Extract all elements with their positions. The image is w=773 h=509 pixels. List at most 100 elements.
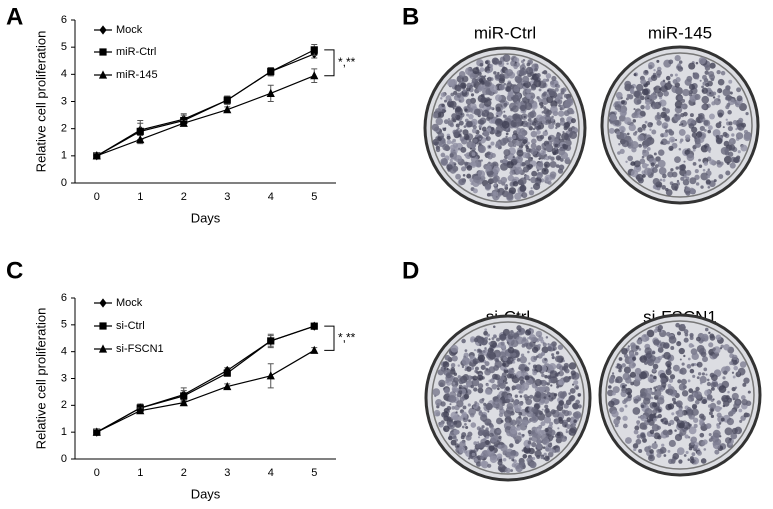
colony	[644, 408, 653, 417]
colony	[645, 352, 652, 359]
y-tick-label: 1	[61, 150, 67, 162]
colony	[518, 415, 522, 419]
colony	[481, 425, 485, 429]
colony	[647, 376, 655, 383]
colony	[452, 415, 459, 421]
colony	[555, 126, 558, 130]
colony	[663, 454, 667, 457]
colony	[608, 385, 612, 389]
series-line	[96, 49, 315, 157]
colony	[557, 427, 560, 430]
colony	[479, 80, 485, 85]
colony	[642, 149, 650, 157]
colony	[630, 141, 639, 149]
colony	[538, 88, 542, 92]
colony	[480, 456, 484, 460]
colony	[707, 186, 711, 189]
colony	[622, 399, 627, 405]
colony	[675, 166, 679, 170]
colony	[720, 147, 729, 155]
colony	[568, 127, 573, 132]
colony	[667, 383, 672, 388]
colony	[505, 386, 510, 391]
colony	[680, 176, 685, 181]
colony	[503, 149, 511, 157]
colony	[527, 111, 535, 119]
colony	[542, 386, 547, 391]
colony	[547, 155, 552, 160]
colony	[555, 447, 561, 453]
colony	[493, 129, 497, 134]
colony	[550, 384, 553, 387]
point	[92, 151, 101, 160]
colony	[619, 148, 625, 154]
colony	[743, 377, 750, 384]
colony	[716, 69, 721, 75]
colony	[440, 135, 444, 139]
colony	[624, 404, 628, 408]
colony	[542, 147, 545, 150]
colony	[728, 144, 736, 151]
colony	[506, 341, 509, 344]
colony	[697, 372, 702, 376]
colony	[470, 422, 477, 428]
colony	[685, 169, 692, 176]
colony	[443, 388, 450, 394]
colony	[525, 398, 533, 406]
colony	[679, 367, 687, 375]
colony	[450, 344, 459, 353]
colony	[689, 368, 695, 374]
colony	[438, 422, 444, 428]
colony	[656, 59, 660, 63]
colony	[654, 388, 658, 392]
colony	[480, 93, 485, 98]
colony	[723, 155, 732, 164]
colony	[728, 79, 733, 84]
colony	[507, 346, 515, 354]
point	[223, 369, 231, 377]
colony	[669, 429, 673, 433]
legend-label: miR-Ctrl	[116, 46, 156, 58]
colony	[522, 380, 525, 384]
colony	[547, 342, 550, 346]
colony	[486, 333, 490, 337]
colony	[719, 347, 723, 350]
colony	[464, 349, 468, 353]
colony	[469, 354, 474, 360]
colony	[497, 464, 506, 473]
colony	[709, 402, 717, 410]
colony	[497, 71, 500, 75]
colony	[446, 393, 450, 397]
colony	[546, 96, 554, 104]
colony	[522, 139, 528, 145]
legend-label: Mock	[116, 297, 143, 309]
colony	[522, 453, 528, 459]
colony	[499, 375, 505, 381]
plate-rim	[431, 321, 585, 475]
colony	[718, 422, 722, 425]
colony	[524, 375, 530, 381]
colony	[666, 140, 670, 145]
colony	[653, 87, 657, 91]
colony	[521, 382, 530, 390]
colony	[695, 182, 700, 186]
colony	[625, 160, 628, 163]
colony	[449, 153, 454, 158]
colony	[464, 108, 468, 112]
colony	[503, 110, 506, 113]
colony	[486, 112, 494, 120]
colony	[674, 100, 683, 109]
colony	[608, 127, 615, 134]
colony	[638, 143, 642, 148]
colony	[692, 148, 696, 152]
colony	[514, 394, 519, 398]
colony	[461, 90, 468, 97]
colony	[667, 80, 671, 84]
colony	[700, 458, 707, 464]
colony	[722, 126, 725, 129]
colony	[495, 417, 503, 425]
point	[310, 322, 318, 330]
colony	[496, 114, 499, 118]
colony	[698, 164, 703, 169]
colony	[467, 383, 471, 387]
